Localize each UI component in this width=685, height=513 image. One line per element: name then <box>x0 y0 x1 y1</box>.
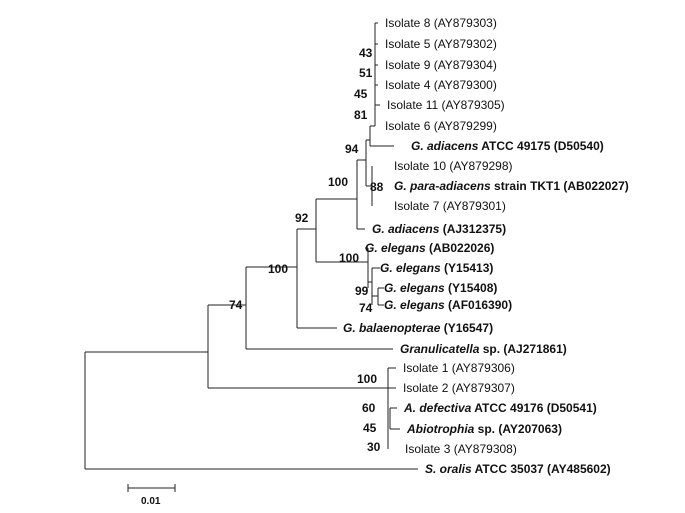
bootstrap-value-b43: 43 <box>359 46 373 60</box>
leaf-label-segment: Isolate 1 (AY879306) <box>403 361 515 375</box>
leaf-label-i7: Isolate 7 (AY879301) <box>394 199 506 213</box>
bootstrap-value-b30: 30 <box>367 440 381 454</box>
leaf-label-i2: Isolate 2 (AY879307) <box>403 381 515 395</box>
leaf-label-segment: (Y15413) <box>441 261 494 275</box>
leaf-label-i4: Isolate 4 (AY879300) <box>385 78 497 92</box>
leaf-label-gba: G. balaenopterae (Y16547) <box>343 321 493 335</box>
scale-bar-label: 0.01 <box>141 496 161 507</box>
bootstrap-values: 43 51 45 81 94 100 88 92 100 100 99 74 74 100 60 45 30 <box>229 46 384 454</box>
bootstrap-value-b100c: 100 <box>268 262 288 276</box>
bootstrap-value-b60: 60 <box>362 401 376 415</box>
leaf-label-segment: Isolate 5 (AY879302) <box>385 37 497 51</box>
leaf-label-segment: ATCC 35037 (AY485602) <box>472 462 611 476</box>
leaf-label-i1: Isolate 1 (AY879306) <box>403 361 515 375</box>
tree-branches <box>84 22 418 470</box>
leaf-label-segment: Isolate 4 (AY879300) <box>385 78 497 92</box>
leaf-label-segment: (Y15408) <box>445 281 498 295</box>
leaf-label-segment: Abiotrophia <box>406 422 475 436</box>
leaf-label-segment: (AB022026) <box>426 241 495 255</box>
bootstrap-value-b100d: 100 <box>357 372 377 386</box>
leaf-label-segment: (AJ312375) <box>439 222 506 236</box>
leaf-label-gra: Granulicatella sp. (AJ271861) <box>400 342 567 356</box>
leaf-label-gpa: G. para-adiacens strain TKT1 (AB022027) <box>394 179 629 193</box>
leaf-label-segment: Isolate 6 (AY879299) <box>385 119 497 133</box>
leaf-label-segment: G. adiacens <box>411 139 479 153</box>
leaf-label-segment: ATCC 49175 (D50540) <box>478 139 603 153</box>
leaf-label-segment: sp. (AJ271861) <box>479 342 566 356</box>
leaf-label-abi: Abiotrophia sp. (AY207063) <box>406 422 562 436</box>
bootstrap-value-b94: 94 <box>345 142 359 156</box>
leaf-label-segment: G. elegans <box>380 261 441 275</box>
leaf-label-i3: Isolate 3 (AY879308) <box>405 442 517 456</box>
scale-bar: 0.01 <box>127 484 176 507</box>
bootstrap-value-b100b: 100 <box>339 251 359 265</box>
leaf-label-gel1: G. elegans (AB022026) <box>365 241 494 255</box>
bootstrap-value-b74b: 74 <box>229 298 243 312</box>
bootstrap-value-b92: 92 <box>295 211 309 225</box>
bootstrap-value-b45a: 45 <box>354 87 368 101</box>
leaf-label-segment: Isolate 10 (AY879298) <box>394 159 513 173</box>
bootstrap-value-b81: 81 <box>354 108 368 122</box>
leaf-label-segment: strain TKT1 (AB022027) <box>491 179 629 193</box>
leaf-label-gad1: G. adiacens ATCC 49175 (D50540) <box>411 139 604 153</box>
bootstrap-value-b45b: 45 <box>363 421 377 435</box>
leaf-label-gel4: G. elegans (AF016390) <box>384 298 512 312</box>
bootstrap-value-b51: 51 <box>359 66 373 80</box>
leaf-label-segment: S. oralis <box>425 462 472 476</box>
leaf-label-i10: Isolate 10 (AY879298) <box>394 159 513 173</box>
leaf-label-ade: A. defectiva ATCC 49176 (D50541) <box>403 401 597 415</box>
leaf-label-gel3: G. elegans (Y15408) <box>384 281 497 295</box>
bootstrap-value-b99: 99 <box>355 284 369 298</box>
leaf-label-i9: Isolate 9 (AY879304) <box>385 58 497 72</box>
leaf-label-gad2: G. adiacens (AJ312375) <box>372 222 506 236</box>
leaf-label-i11: Isolate 11 (AY879305) <box>387 98 505 112</box>
leaf-label-segment: G. balaenopterae <box>343 321 441 335</box>
leaf-label-segment: A. defectiva <box>403 401 472 415</box>
leaf-label-segment: Isolate 9 (AY879304) <box>385 58 497 72</box>
leaf-label-segment: Isolate 2 (AY879307) <box>403 381 515 395</box>
leaf-label-segment: Granulicatella <box>400 342 480 356</box>
leaf-label-i5: Isolate 5 (AY879302) <box>385 37 497 51</box>
leaf-label-sor: S. oralis ATCC 35037 (AY485602) <box>425 462 611 476</box>
leaf-label-segment: Isolate 8 (AY879303) <box>385 16 497 30</box>
bootstrap-value-b100a: 100 <box>328 175 348 189</box>
leaf-label-segment: Isolate 3 (AY879308) <box>405 442 517 456</box>
leaf-label-gel2: G. elegans (Y15413) <box>380 261 493 275</box>
bootstrap-value-b88: 88 <box>370 180 384 194</box>
leaf-label-segment: G. elegans <box>384 281 445 295</box>
leaf-label-i8: Isolate 8 (AY879303) <box>385 16 497 30</box>
leaf-label-segment: G. elegans <box>365 241 426 255</box>
leaf-label-segment: (Y16547) <box>440 321 493 335</box>
leaf-label-segment: (AF016390) <box>445 298 512 312</box>
bootstrap-value-b74a: 74 <box>359 301 373 315</box>
leaf-label-segment: Isolate 7 (AY879301) <box>394 199 506 213</box>
leaf-label-segment: Isolate 11 (AY879305) <box>387 98 505 112</box>
leaf-label-segment: ATCC 49176 (D50541) <box>471 401 596 415</box>
leaf-label-segment: G. adiacens <box>372 222 440 236</box>
leaf-label-segment: G. para-adiacens <box>394 179 491 193</box>
leaf-label-segment: G. elegans <box>384 298 445 312</box>
leaf-label-segment: sp. (AY207063) <box>474 422 562 436</box>
tree-leaf-labels: Isolate 8 (AY879303) Isolate 5 (AY879302)… <box>343 16 629 476</box>
leaf-label-i6: Isolate 6 (AY879299) <box>385 119 497 133</box>
